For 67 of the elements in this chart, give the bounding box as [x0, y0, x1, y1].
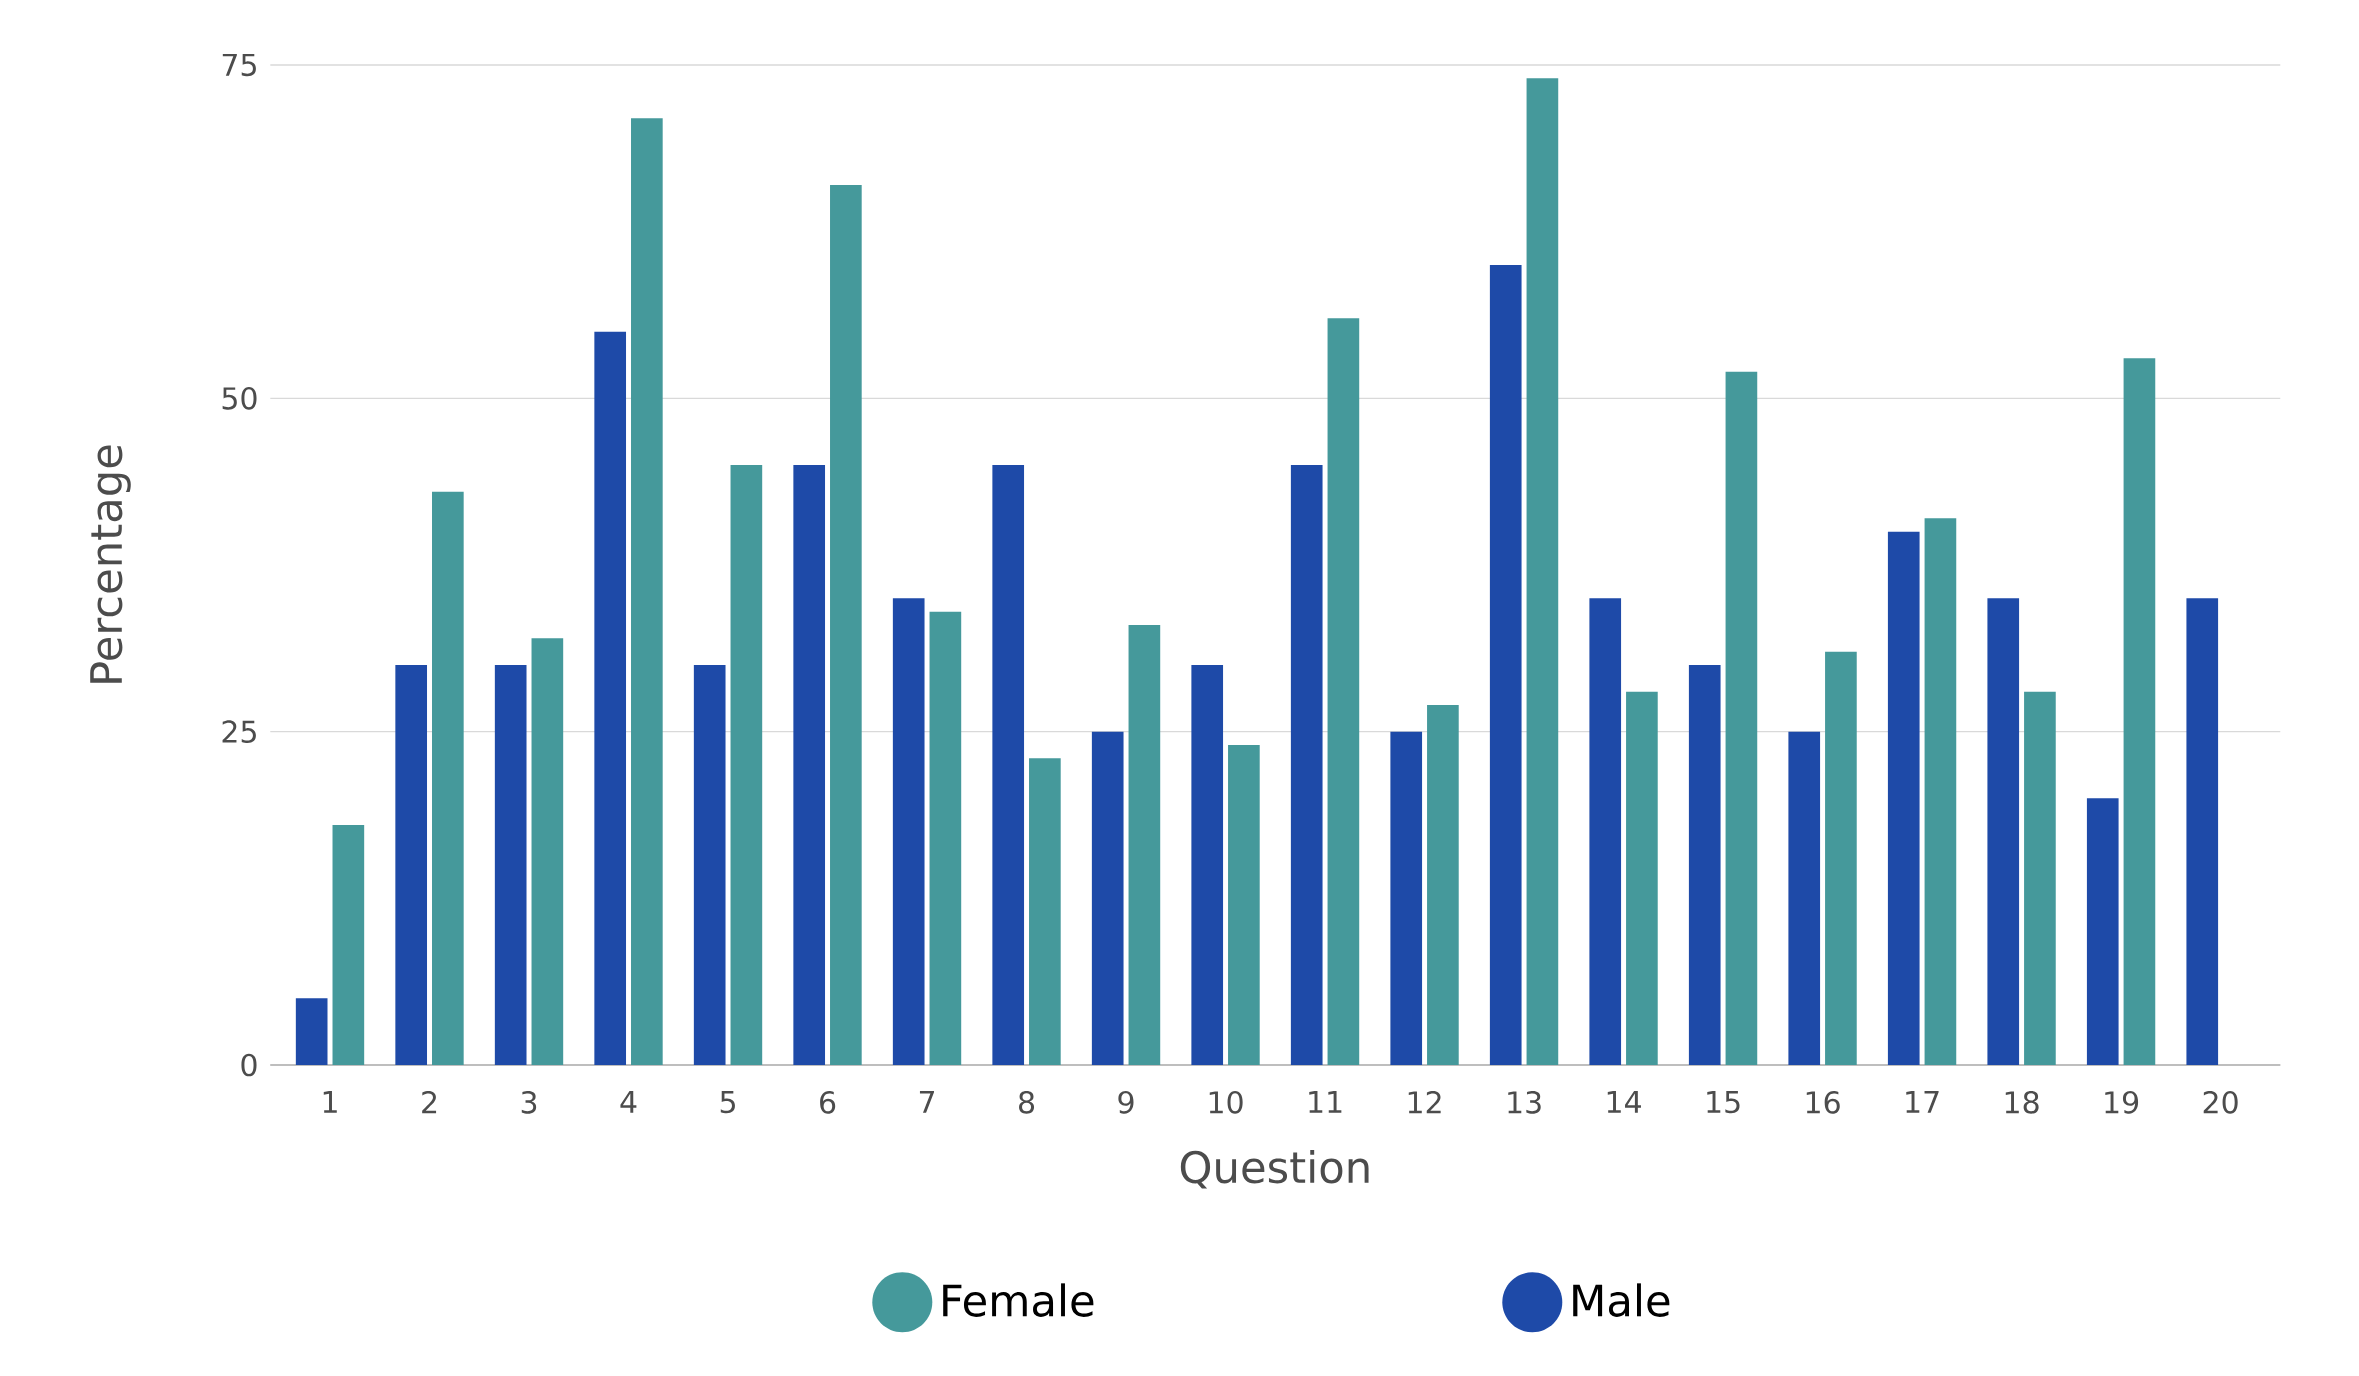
bar — [1390, 731, 1423, 1065]
bar — [1327, 318, 1360, 1065]
bar — [830, 185, 862, 1065]
x-tick-label: 20 — [2203, 1090, 2238, 1114]
x-tick-label: 16 — [1806, 1090, 1840, 1114]
bar — [892, 598, 925, 1065]
y-tick-label: 25 — [222, 720, 256, 743]
bar — [1489, 265, 1522, 1065]
y-tick-label: 50 — [222, 386, 257, 410]
x-axis-title: Question — [1180, 1149, 1369, 1189]
x-tick-label: 15 — [1707, 1091, 1740, 1114]
bar — [1626, 691, 1658, 1065]
bar — [1725, 371, 1758, 1065]
x-tick-label: 14 — [1607, 1091, 1641, 1113]
bar — [2086, 798, 2119, 1065]
bar — [1589, 598, 1622, 1065]
bar — [1788, 731, 1821, 1065]
x-tick-label: 6 — [820, 1090, 836, 1114]
x-tick-label: 13 — [1508, 1090, 1541, 1114]
bar — [295, 998, 328, 1065]
bar — [929, 611, 962, 1065]
x-tick-label: 9 — [1118, 1090, 1134, 1114]
x-tick-label: 10 — [1209, 1090, 1243, 1114]
bar — [1128, 624, 1161, 1065]
bar — [1924, 518, 1957, 1065]
bar — [1029, 758, 1061, 1065]
bar — [1825, 651, 1857, 1065]
bar — [1688, 665, 1721, 1065]
x-tick-label: 19 — [2105, 1090, 2139, 1114]
x-tick-label: 3 — [521, 1090, 537, 1114]
bar — [432, 491, 464, 1065]
bar — [631, 118, 663, 1065]
bar — [531, 638, 564, 1065]
bar — [1290, 465, 1323, 1065]
x-tick-label: 5 — [720, 1091, 735, 1114]
bar — [594, 331, 627, 1065]
bar — [2024, 691, 2056, 1065]
y-tick-label: 0 — [241, 1053, 257, 1077]
bar — [693, 665, 726, 1065]
x-tick-label: 12 — [1408, 1090, 1441, 1114]
y-axis-title: Percentage — [90, 445, 131, 683]
x-tick-label: 2 — [422, 1090, 437, 1114]
x-tick-label: 11 — [1309, 1091, 1342, 1113]
bar — [395, 665, 428, 1065]
bar — [793, 465, 826, 1065]
x-tick-label: 7 — [919, 1091, 935, 1113]
x-tick-label: 1 — [323, 1091, 337, 1113]
legend-label: Female — [943, 1283, 1094, 1317]
bar — [2123, 358, 2156, 1065]
bar — [2186, 598, 2219, 1065]
x-tick-label: 4 — [620, 1091, 637, 1113]
bar — [992, 465, 1025, 1065]
x-tick-label: 8 — [1019, 1090, 1035, 1114]
bar — [1887, 531, 1920, 1065]
bar — [1228, 745, 1260, 1065]
bar — [1987, 598, 2020, 1065]
bar — [1526, 78, 1559, 1065]
bar — [494, 665, 527, 1065]
bar — [1191, 665, 1224, 1065]
bar — [730, 465, 763, 1065]
y-tick-label: 75 — [222, 53, 256, 77]
bar — [332, 825, 365, 1065]
legend-label: Male — [1573, 1283, 1670, 1317]
bar — [1427, 704, 1459, 1065]
x-tick-label: 18 — [2005, 1090, 2039, 1114]
x-tick-label: 17 — [1906, 1091, 1939, 1113]
bar — [1091, 731, 1124, 1065]
